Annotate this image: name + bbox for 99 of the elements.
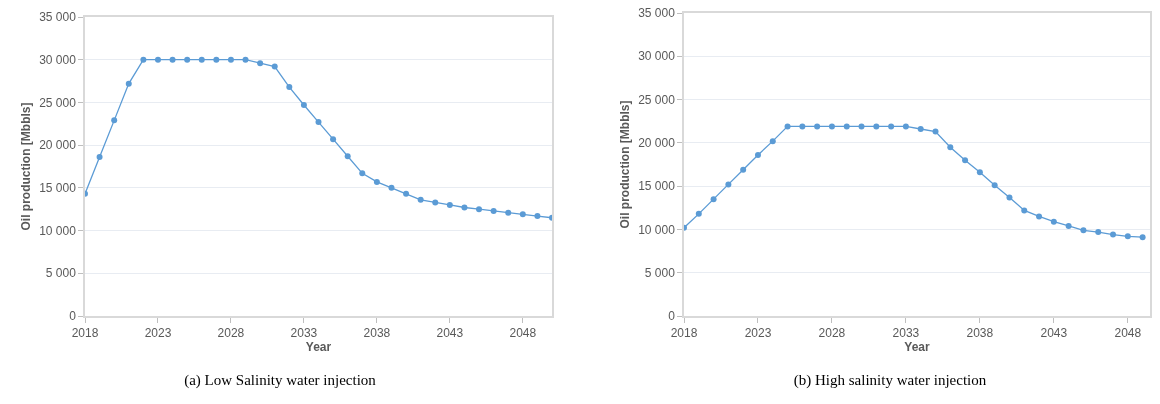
x-tick-label: 2043 [436,326,464,341]
y-tick-label: 25 000 [39,95,77,110]
point [1006,194,1013,201]
point [917,126,924,133]
point [976,169,983,176]
point [330,136,337,143]
point [873,123,880,130]
point [490,207,497,214]
y-tick-label: 35 000 [39,10,77,25]
point [1065,222,1072,229]
point [1036,213,1043,220]
text: (a) Low Salinity water injection [183,372,377,389]
y-tick-label: 5 000 [45,266,77,281]
point [858,123,865,130]
point [242,56,249,63]
point [461,204,468,211]
point [725,181,732,188]
point [784,123,791,130]
point [154,56,161,63]
point [695,210,702,217]
point [388,184,395,191]
point [359,170,366,177]
point [1110,231,1117,238]
point [799,123,806,130]
y-tick-label: 10 000 [39,223,77,238]
x-tick-label: 2028 [818,326,846,341]
x-tick-label: 2048 [1114,326,1142,341]
y-tick-label: 10 000 [638,222,676,237]
y-tick-label: 30 000 [638,49,676,64]
point [184,56,191,63]
y-tick-label: 30 000 [39,52,77,67]
point [932,128,939,135]
point [417,196,424,203]
x-tick-label: 2033 [892,326,920,341]
point [991,182,998,189]
point [315,119,322,126]
y-tick-label: 0 [69,309,77,324]
point [213,56,220,63]
x-axis-title: Year [904,340,931,355]
point [754,151,761,158]
point [169,56,176,63]
y-axis-title: Oil production [Mbbls] [617,100,632,229]
y-tick-label: 15 000 [39,181,77,196]
point [96,154,103,161]
point [519,211,526,218]
x-tick-label: 2018 [71,326,99,341]
point [947,144,954,151]
point [962,157,969,164]
point [257,60,264,67]
point [814,123,821,130]
line-series [85,56,552,221]
point [888,123,895,130]
x-tick-label: 2038 [363,326,391,341]
y-tick-label: 20 000 [39,138,77,153]
x-tick-label: 2028 [217,326,245,341]
point [769,138,776,145]
x-tick-label: 2048 [509,326,537,341]
point [505,209,512,216]
point [198,56,205,63]
y-tick-label: 5 000 [644,265,676,280]
point [1139,234,1146,241]
point [740,166,747,173]
y-tick-label: 35 000 [638,6,676,21]
x-tick-label: 2018 [670,326,698,341]
y-tick-label: 15 000 [638,179,676,194]
point [710,196,717,203]
text: (b) High salinity water injection [792,372,988,389]
point [344,153,351,160]
point [111,117,118,124]
y-axis-title: Oil production [Mbbls] [18,102,33,231]
point [1095,229,1102,236]
point [476,206,483,213]
y-tick-label: 25 000 [638,92,676,107]
x-tick-label: 2038 [966,326,994,341]
point [1080,227,1087,234]
point [446,201,453,208]
x-tick-label: 2023 [144,326,172,341]
y-tick-label: 20 000 [638,136,676,151]
point [373,178,380,185]
point [828,123,835,130]
point [227,56,234,63]
point [271,63,278,70]
x-tick-label: 2033 [290,326,318,341]
x-tick-label: 2023 [744,326,772,341]
point [286,84,293,91]
point [1124,233,1131,240]
point [534,213,541,220]
point [432,199,439,206]
y-tick-label: 0 [668,309,676,324]
x-tick-label: 2043 [1040,326,1068,341]
point [300,101,307,108]
x-axis-title: Year [305,340,332,355]
point [1021,207,1028,214]
point [403,190,410,197]
point [843,123,850,130]
point [125,80,132,87]
point [140,56,147,63]
point [1050,218,1057,225]
point [902,123,909,130]
